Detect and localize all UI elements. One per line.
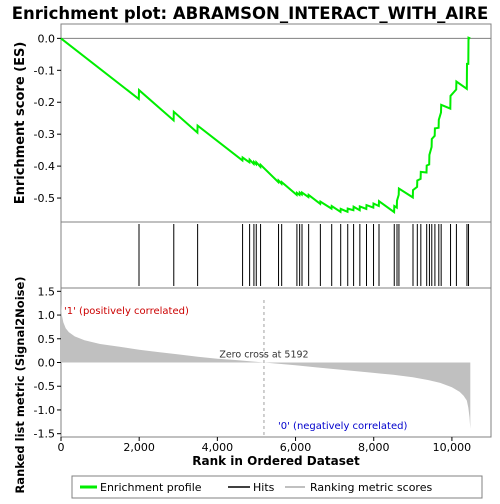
hits-panel xyxy=(61,222,491,288)
legend: Enrichment profile Hits Ranking metric s… xyxy=(72,476,482,498)
es-axis-ticks: 0.0 -0.1 -0.2 -0.3 -0.4 -0.5 xyxy=(34,32,61,205)
metric-x-tick-label: 0 xyxy=(58,441,65,454)
metric-y-axis-label: Ranked list metric (Signal2Noise) xyxy=(13,276,27,493)
metric-x-tick-label: 2,000 xyxy=(123,441,155,454)
es-y-axis-label: Enrichment score (ES) xyxy=(13,42,28,205)
metric-y-tick-label: 1.0 xyxy=(38,309,56,322)
metric-x-axis-ticks: 0 2,000 4,000 6,000 8,000 10,000 xyxy=(58,437,472,454)
metric-x-tick-label: 6,000 xyxy=(280,441,312,454)
metric-x-axis-label: Rank in Ordered Dataset xyxy=(192,454,360,468)
metric-y-tick-label: 0.0 xyxy=(38,357,56,370)
legend-metric-label: Ranking metric scores xyxy=(310,481,432,494)
legend-enrichment-label: Enrichment profile xyxy=(100,481,202,494)
positive-correlation-label: '1' (positively correlated) xyxy=(64,306,189,317)
negative-correlation-label: '0' (negatively correlated) xyxy=(278,421,407,432)
metric-x-tick-label: 10,000 xyxy=(433,441,472,454)
es-tick-label: -0.3 xyxy=(34,128,55,141)
es-tick-label: -0.4 xyxy=(34,160,55,173)
metric-x-tick-label: 8,000 xyxy=(358,441,390,454)
metric-y-tick-label: 0.5 xyxy=(38,333,56,346)
es-tick-label: -0.2 xyxy=(34,96,55,109)
es-panel: 0.0 -0.1 -0.2 -0.3 -0.4 -0.5 xyxy=(34,24,491,222)
metric-y-tick-label: 1.5 xyxy=(38,285,56,298)
es-tick-label: 0.0 xyxy=(38,32,56,45)
metric-y-tick-label: -1.0 xyxy=(34,404,55,417)
metric-y-tick-label: -0.5 xyxy=(34,380,55,393)
chart-title: Enrichment plot: ABRAMSON_INTERACT_WITH_… xyxy=(12,4,488,23)
zero-cross-label: Zero cross at 5192 xyxy=(219,350,308,361)
es-panel-frame xyxy=(61,24,491,222)
legend-hits-label: Hits xyxy=(253,481,275,494)
metric-y-axis-ticks: 1.5 1.0 0.5 0.0 -0.5 -1.0 -1.5 xyxy=(34,285,61,440)
es-tick-label: -0.1 xyxy=(34,64,55,77)
es-tick-label: -0.5 xyxy=(34,192,55,205)
metric-panel: Zero cross at 5192 '1' (positively corre… xyxy=(34,285,491,454)
metric-y-tick-label: -1.5 xyxy=(34,428,55,441)
metric-x-tick-label: 4,000 xyxy=(202,441,234,454)
